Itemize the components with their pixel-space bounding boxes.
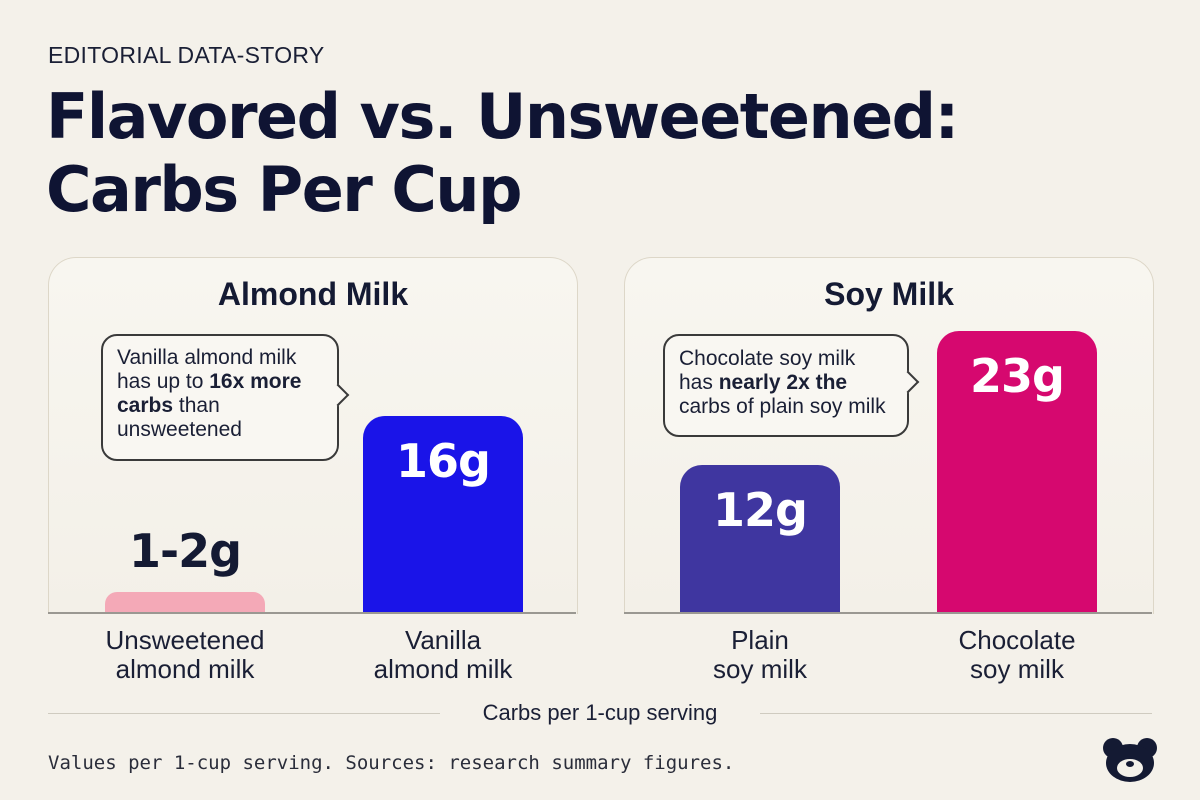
category-label-line: Unsweetened: [105, 625, 265, 655]
bar-chocolate-soy-value-label: 23g: [970, 348, 1065, 403]
bar-plain-soy-value-label: 12g: [713, 483, 808, 538]
almond-milk-panel-title: Almond Milk: [217, 276, 409, 312]
page-title-line-2: Carbs Per Cup: [46, 153, 522, 226]
axis-divider-right: [760, 713, 1152, 714]
almond-chart-baseline: [48, 612, 576, 614]
category-label-line: soy milk: [713, 654, 807, 684]
category-label-line: Vanilla: [404, 625, 482, 655]
bar-vanilla-almond-value-label: 16g: [396, 434, 491, 489]
bar-plain-soy: [680, 465, 840, 612]
kicker-label: EDITORIAL DATA-STORY: [48, 42, 325, 68]
axis-title: Carbs per 1-cup serving: [482, 700, 718, 725]
almond-callout-text-post: than unsweetened: [117, 394, 242, 441]
bar-vanilla-almond: [363, 416, 523, 612]
category-label-unsweetened-almond: Unsweetened almond milk: [65, 626, 305, 684]
almond-callout-text-pre: Vanilla almond milk has up to: [117, 346, 297, 393]
category-label-vanilla-almond: Vanilla almond milk: [323, 626, 563, 684]
category-label-line: almond milk: [373, 654, 513, 684]
bar-unsweetened-almond-value-label: 1-2g: [128, 524, 242, 578]
page-title-line-1: Flavored vs. Unsweetened:: [46, 80, 959, 153]
category-label-line: soy milk: [970, 654, 1064, 684]
category-label-chocolate-soy: Chocolate soy milk: [897, 626, 1137, 684]
soy-callout: Chocolate soy milk has nearly 2x the car…: [663, 334, 920, 437]
category-label-plain-soy: Plain soy milk: [640, 626, 880, 684]
axis-divider-left: [48, 713, 440, 714]
category-label-line: Chocolate: [958, 625, 1076, 655]
bar-unsweetened-almond: [105, 592, 265, 612]
soy-chart-baseline: [624, 612, 1152, 614]
soy-milk-panel-title: Soy Milk: [824, 276, 954, 312]
category-label-line: Plain: [731, 625, 789, 655]
almond-callout-emphasis-2: carbs: [117, 394, 174, 417]
category-label-line: almond milk: [115, 654, 255, 684]
almond-callout-emphasis: 16x more: [209, 370, 302, 393]
bear-head-logo-icon: [1103, 738, 1157, 782]
page-title: Flavored vs. Unsweetened: Carbs Per Cup: [46, 80, 1146, 226]
soy-callout-emphasis: nearly 2x the: [718, 371, 848, 394]
soy-callout-text-post: carbs of plain soy milk: [679, 395, 886, 418]
bar-chocolate-soy: [937, 330, 1097, 612]
footnote: Values per 1-cup serving. Sources: resea…: [48, 752, 735, 774]
almond-callout: Vanilla almond milk has up to 16x more c…: [101, 334, 350, 461]
soy-callout-text-pre: Chocolate soy milk has: [679, 347, 856, 394]
